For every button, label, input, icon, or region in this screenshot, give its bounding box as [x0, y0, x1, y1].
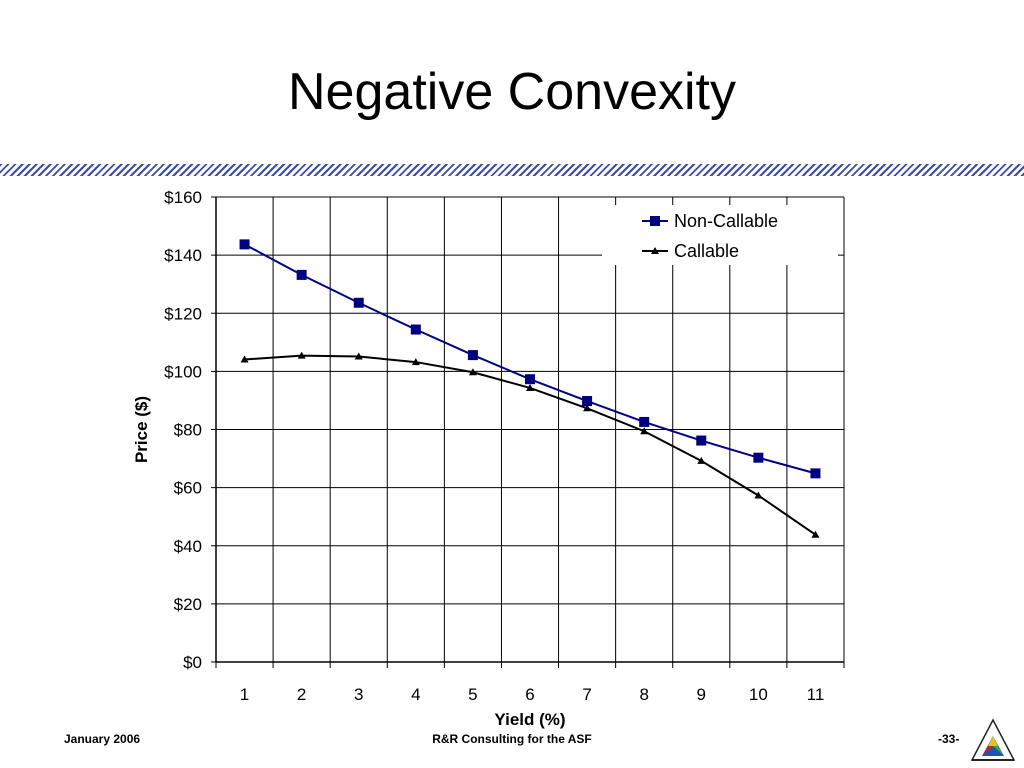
- data-point-callable: [240, 355, 249, 363]
- x-tick-label: 4: [411, 685, 420, 704]
- data-point-non-callable: [582, 396, 593, 407]
- slide-title: Negative Convexity: [288, 63, 736, 121]
- legend-label: Non-Callable: [674, 211, 778, 231]
- data-point-non-callable: [410, 324, 421, 335]
- y-tick-label: $20: [174, 595, 202, 614]
- x-tick-label: 5: [468, 685, 477, 704]
- data-point-callable: [754, 491, 763, 499]
- data-point-callable: [811, 530, 820, 538]
- data-point-callable: [354, 352, 363, 360]
- data-point-non-callable: [296, 269, 307, 280]
- y-tick-label: $40: [174, 537, 202, 556]
- data-point-non-callable: [639, 416, 650, 427]
- data-point-non-callable: [239, 239, 250, 250]
- data-point-callable: [526, 383, 534, 391]
- footer-page-number: -33-: [938, 732, 960, 746]
- data-point-callable: [640, 427, 649, 435]
- data-point-callable: [583, 404, 592, 412]
- x-tick-label: 11: [807, 685, 825, 704]
- data-point-callable: [697, 456, 706, 464]
- y-tick-label: $160: [164, 188, 202, 207]
- y-tick-label: $0: [183, 653, 202, 672]
- x-tick-label: 6: [525, 685, 534, 704]
- legend-label: Callable: [674, 241, 739, 261]
- x-tick-label: 8: [639, 685, 648, 704]
- x-axis-title: Yield (%): [494, 710, 565, 729]
- data-point-non-callable: [696, 435, 707, 446]
- legend-marker-square: [650, 216, 660, 226]
- company-logo-icon: [970, 718, 1016, 761]
- y-tick-label: $120: [164, 304, 202, 323]
- y-tick-label: $140: [164, 246, 202, 265]
- footer-date: January 2006: [64, 732, 141, 746]
- x-tick-label: 2: [297, 685, 306, 704]
- x-tick-label: 9: [697, 685, 706, 704]
- x-tick-label: 10: [749, 685, 768, 704]
- data-point-non-callable: [353, 297, 364, 308]
- data-point-non-callable: [467, 350, 478, 361]
- data-point-callable: [411, 358, 420, 366]
- y-tick-label: $60: [174, 479, 202, 498]
- y-tick-label: $80: [174, 421, 202, 440]
- y-tick-label: $100: [164, 362, 202, 381]
- data-point-callable: [468, 368, 477, 376]
- y-axis-title: Price ($): [132, 396, 151, 463]
- data-point-non-callable: [525, 374, 535, 385]
- data-point-non-callable: [810, 468, 821, 479]
- footer-company: R&R Consulting for the ASF: [432, 732, 592, 746]
- data-point-non-callable: [753, 452, 764, 463]
- legend-box: [602, 205, 838, 265]
- x-tick-label: 3: [354, 685, 363, 704]
- x-tick-label: 1: [240, 685, 249, 704]
- data-point-callable: [297, 351, 306, 359]
- title-divider: [0, 164, 1024, 176]
- legend-marker-triangle: [651, 247, 659, 254]
- x-tick-label: 7: [582, 685, 591, 704]
